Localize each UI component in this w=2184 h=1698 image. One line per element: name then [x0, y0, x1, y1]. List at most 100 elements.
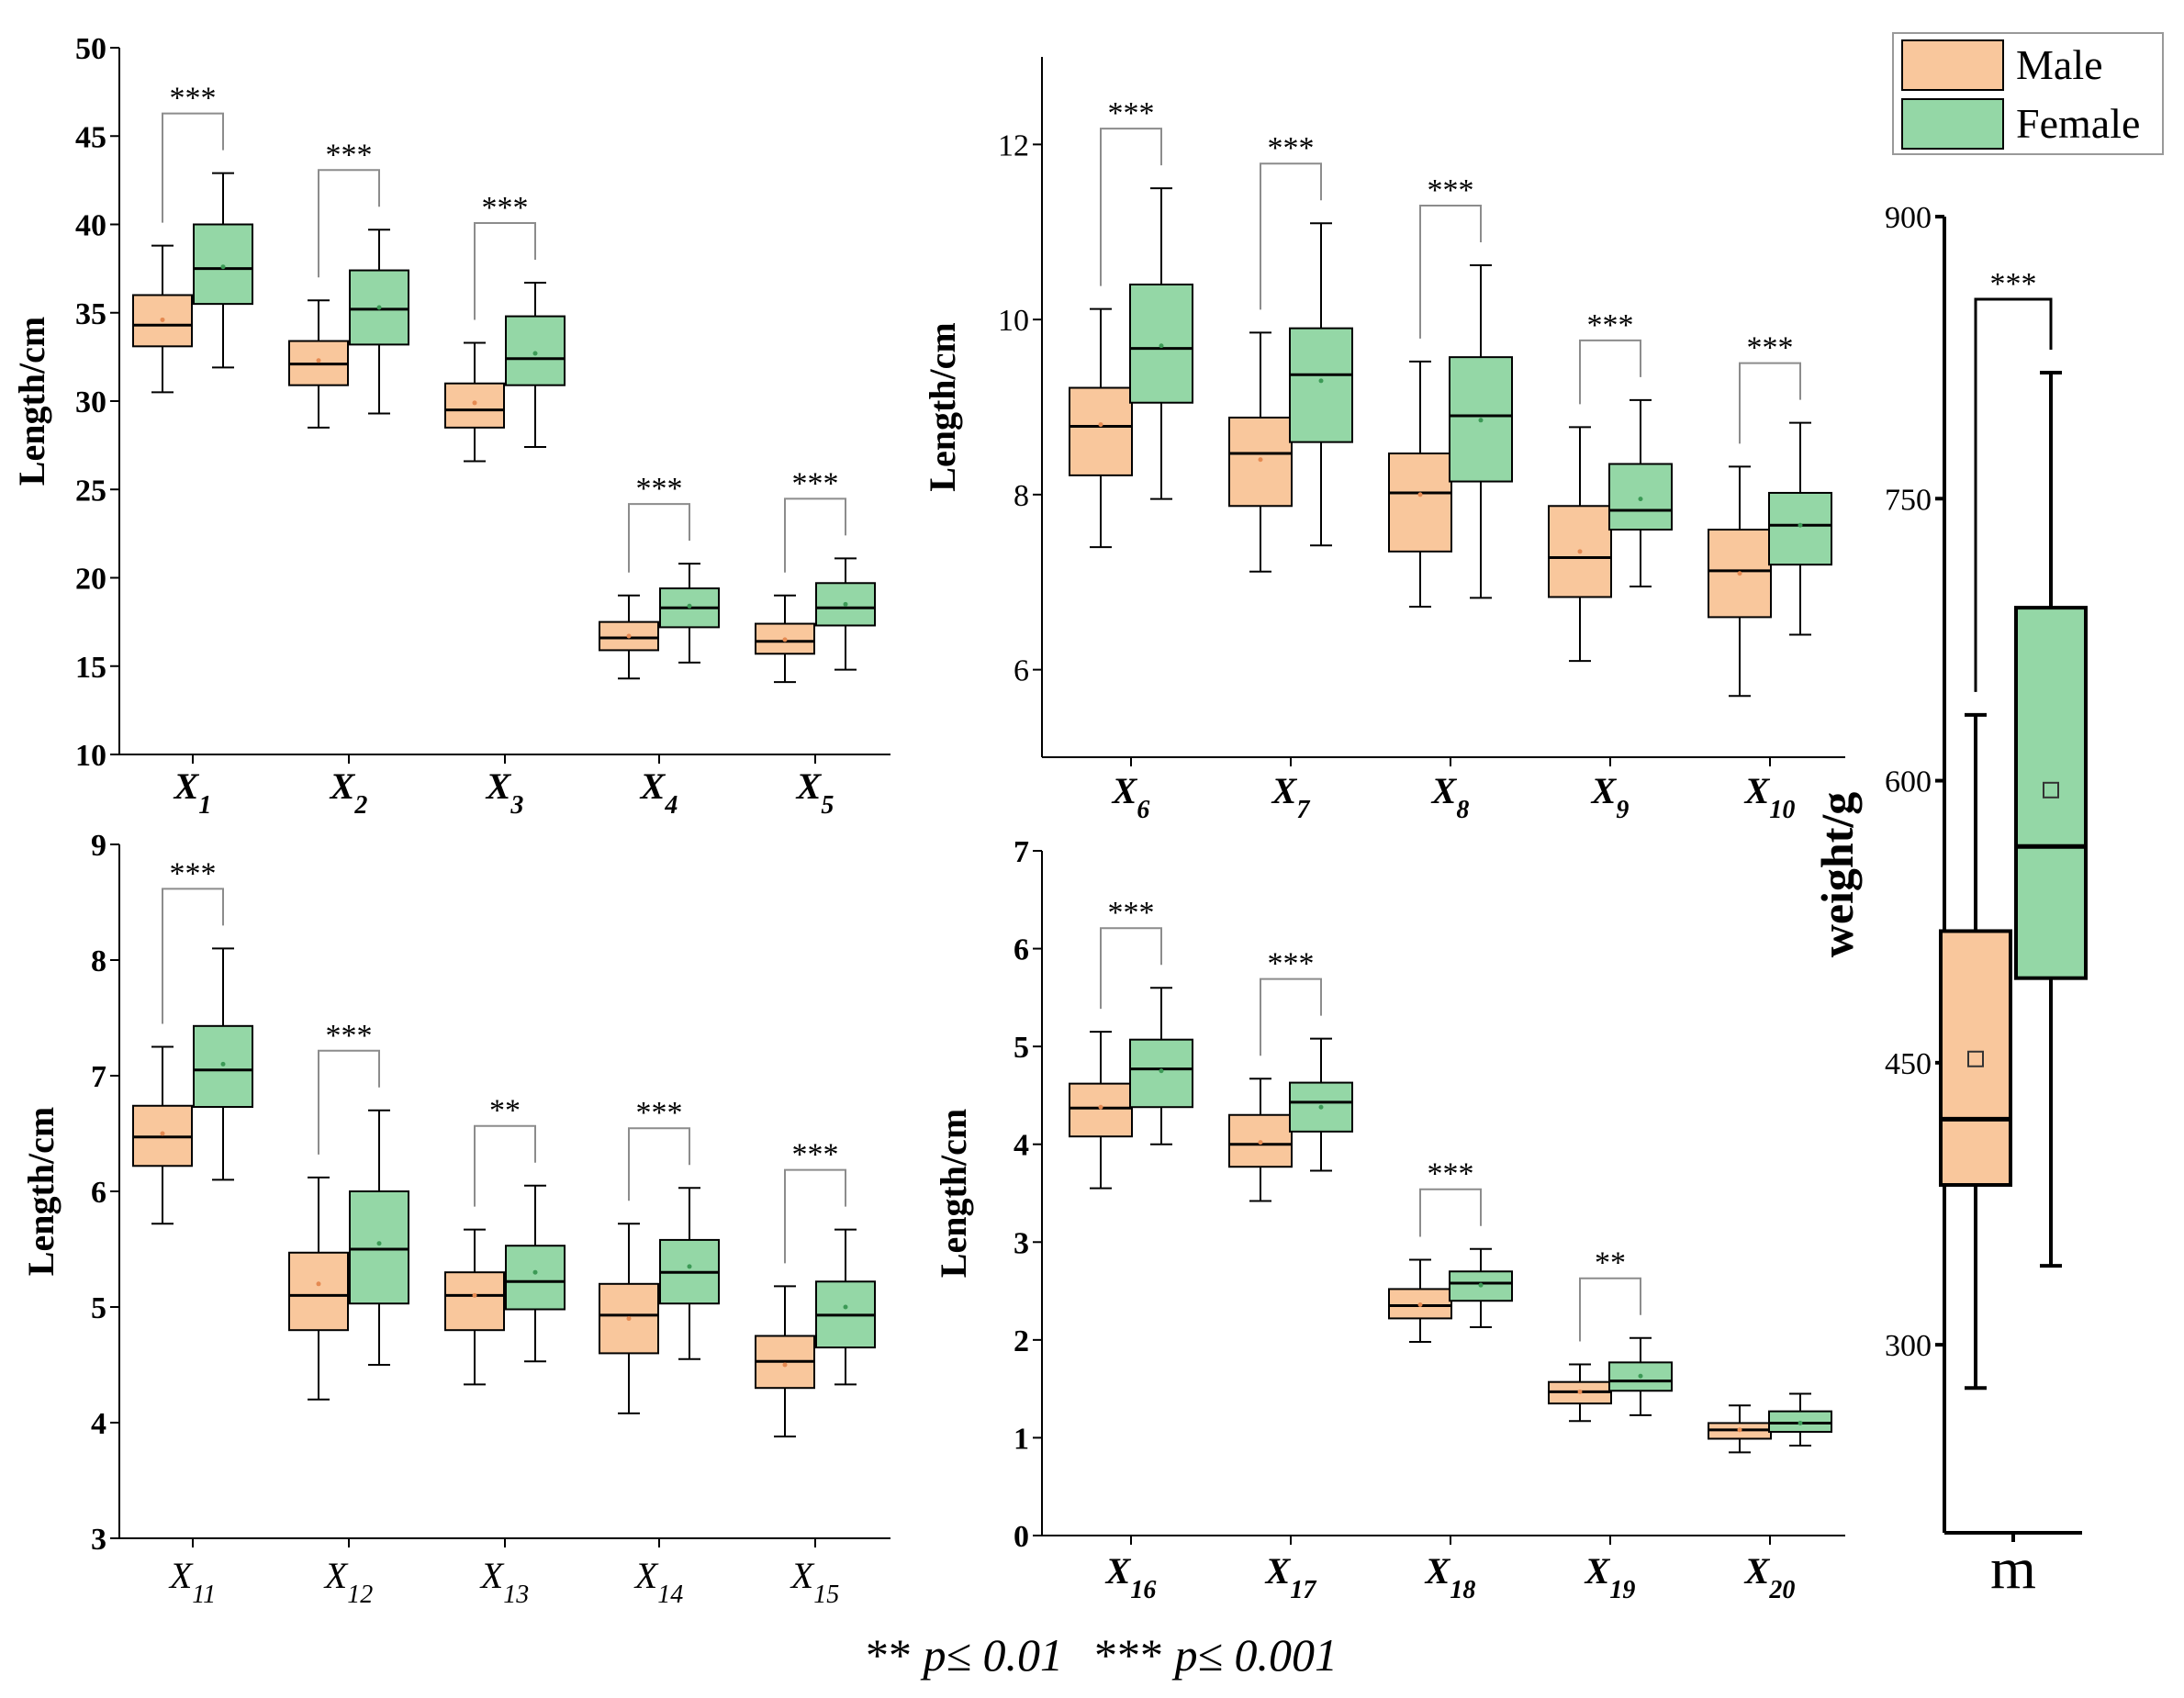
footnote-p-3: p≤ 0.001: [1172, 1629, 1338, 1681]
significance-stars: ***: [1268, 131, 1315, 165]
mean-marker: [1159, 1068, 1164, 1074]
y-axis-title: Length/cm: [11, 317, 52, 486]
category-label: X8: [1430, 770, 1470, 824]
y-tick-label: 4: [91, 1407, 106, 1441]
box-female: [1129, 987, 1193, 1145]
significance-bracket: [1974, 297, 2053, 692]
box-female: [1768, 421, 1832, 636]
legend-swatch-male: [1901, 39, 2004, 91]
box-female: [193, 947, 253, 1181]
significance-stars: ***: [1428, 173, 1474, 207]
significance-stars: ***: [326, 1019, 373, 1053]
category-label: X14: [633, 1555, 683, 1609]
mean-marker: [532, 351, 538, 356]
category-label: X7: [1271, 770, 1311, 824]
significance-stars: ***: [1990, 267, 2037, 301]
y-tick-label: 450: [1885, 1047, 1932, 1081]
significance-bracket: [1260, 162, 1322, 310]
y-tick-label: 8: [1014, 479, 1029, 513]
mean-marker: [1967, 1050, 1984, 1067]
mean-marker: [1258, 1140, 1263, 1145]
category-label: X13: [479, 1555, 529, 1609]
y-tick-label: 300: [1885, 1329, 1932, 1363]
y-tick-label: 50: [75, 32, 106, 66]
significance-bracket: [628, 1127, 690, 1201]
significance-bracket: [1579, 1277, 1641, 1342]
box-male: [1388, 1258, 1452, 1343]
iqr-box: [505, 1245, 566, 1311]
iqr-box: [2014, 606, 2088, 980]
significance-bracket: [784, 497, 846, 573]
y-axis-title: Length/cm: [922, 322, 963, 491]
significance-stars: ***: [1747, 331, 1794, 365]
mean-marker: [1478, 1282, 1484, 1288]
y-tick-label: 5: [91, 1291, 106, 1325]
category-label: m: [1990, 1536, 2036, 1601]
panel-4: 0 1 2 3 4 5 6 7 Length/cm X16 *** X17 *** X18 *** X19 **…: [933, 835, 1845, 1604]
category-label: X16: [1104, 1550, 1157, 1604]
mean-marker: [1577, 549, 1583, 554]
mean-marker: [376, 1241, 382, 1246]
mean-marker: [1478, 418, 1484, 423]
mean-marker: [1638, 497, 1643, 502]
mean-marker: [472, 1292, 477, 1298]
y-tick-label: 35: [75, 297, 106, 331]
box-female: [1449, 1247, 1513, 1329]
iqr-box: [815, 582, 876, 627]
box-male: [1708, 1404, 1772, 1454]
box-female: [1289, 222, 1353, 547]
significance-stars: ***: [1108, 96, 1155, 130]
box-female: [505, 1184, 566, 1363]
panel-5: 300 450 600 750 900 weight/g m ***: [1811, 201, 2088, 1601]
mean-marker: [220, 264, 226, 270]
category-label: X18: [1424, 1550, 1476, 1604]
y-tick-label: 8: [91, 944, 106, 978]
mean-marker: [1159, 343, 1164, 349]
significance-bracket: [628, 503, 690, 573]
y-tick-label: 0: [1014, 1520, 1029, 1554]
iqr-box: [1289, 1081, 1353, 1133]
mean-marker: [687, 1264, 692, 1269]
footnote-text: ** p≤ 0.01 *** p≤ 0.001: [866, 1629, 1338, 1681]
mean-marker: [1318, 1104, 1324, 1110]
iqr-box: [193, 1024, 253, 1109]
mean-marker: [1798, 1420, 1803, 1425]
category-label: X19: [1584, 1550, 1636, 1604]
box-female: [815, 557, 876, 671]
box-male: [599, 1223, 659, 1414]
category-label: X1: [173, 765, 212, 820]
mean-marker: [2043, 781, 2059, 799]
y-axis-title: Length/cm: [933, 1109, 974, 1278]
mean-marker: [1098, 422, 1103, 428]
significance-stars: ***: [1108, 896, 1155, 930]
y-tick-label: 3: [91, 1523, 106, 1557]
y-tick-label: 6: [1014, 933, 1029, 967]
box-female: [349, 229, 409, 415]
box-female: [1289, 1037, 1353, 1172]
box-male: [288, 1176, 349, 1401]
mean-marker: [1737, 1427, 1742, 1433]
y-tick-label: 10: [75, 739, 106, 773]
category-label: X10: [1743, 770, 1796, 824]
significance-bracket: [1100, 927, 1162, 1010]
footnote-stars-2: **: [866, 1629, 912, 1681]
y-axis-title: weight/g: [1811, 792, 1863, 958]
footnote-stars-3: ***: [1094, 1629, 1163, 1681]
significance-bracket: [1260, 977, 1322, 1056]
y-tick-label: 12: [998, 128, 1029, 162]
box-male: [1388, 360, 1452, 608]
y-tick-label: 20: [75, 563, 106, 597]
y-tick-label: 750: [1885, 483, 1932, 517]
mean-marker: [1577, 1389, 1583, 1394]
category-label: X9: [1590, 770, 1630, 824]
box-female: [1449, 263, 1513, 599]
mean-marker: [160, 317, 165, 322]
y-tick-label: 2: [1014, 1324, 1029, 1358]
box-female: [1608, 1336, 1673, 1416]
y-axis-title: Length/cm: [20, 1107, 62, 1276]
mean-marker: [1638, 1373, 1643, 1379]
box-male: [1228, 331, 1293, 573]
box-male: [1069, 307, 1133, 549]
mean-marker: [1798, 522, 1803, 528]
mean-marker: [532, 1269, 538, 1275]
